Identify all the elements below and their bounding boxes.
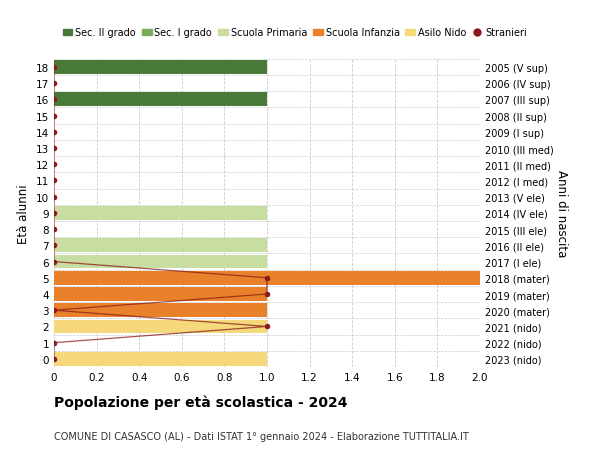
Bar <box>54 239 267 253</box>
Bar <box>54 287 267 301</box>
Text: COMUNE DI CASASCO (AL) - Dati ISTAT 1° gennaio 2024 - Elaborazione TUTTITALIA.IT: COMUNE DI CASASCO (AL) - Dati ISTAT 1° g… <box>54 431 469 442</box>
Bar <box>54 207 267 220</box>
Bar <box>54 93 267 107</box>
Bar <box>54 352 267 366</box>
Text: Popolazione per età scolastica - 2024: Popolazione per età scolastica - 2024 <box>54 395 347 409</box>
Bar <box>54 304 267 318</box>
Bar <box>54 320 267 334</box>
Bar <box>54 271 480 285</box>
Y-axis label: Anni di nascita: Anni di nascita <box>554 170 568 257</box>
Bar <box>54 61 267 75</box>
Bar <box>54 255 267 269</box>
Y-axis label: Età alunni: Età alunni <box>17 184 31 243</box>
Legend: Sec. II grado, Sec. I grado, Scuola Primaria, Scuola Infanzia, Asilo Nido, Stran: Sec. II grado, Sec. I grado, Scuola Prim… <box>59 24 530 42</box>
